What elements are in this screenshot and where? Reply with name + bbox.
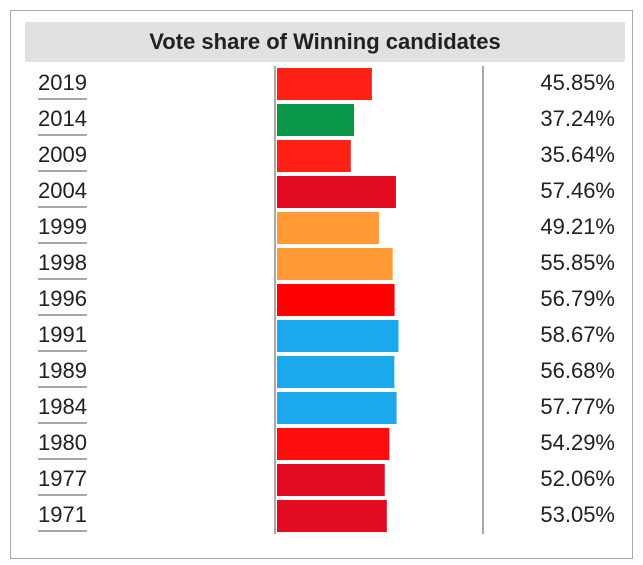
value-label: 55.85% bbox=[540, 250, 615, 275]
bar bbox=[277, 500, 387, 532]
bar bbox=[277, 104, 355, 136]
year-label: 1996 bbox=[38, 286, 87, 311]
year-label: 1977 bbox=[38, 466, 87, 491]
value-label: 52.06% bbox=[540, 466, 615, 491]
year-label: 1999 bbox=[38, 214, 87, 239]
value-label: 56.68% bbox=[540, 358, 615, 383]
bar bbox=[277, 140, 351, 172]
bar bbox=[277, 356, 395, 388]
bar bbox=[277, 176, 396, 208]
chart-title: Vote share of Winning candidates bbox=[149, 29, 500, 54]
value-label: 37.24% bbox=[540, 106, 615, 131]
value-label: 54.29% bbox=[540, 430, 615, 455]
year-label: 2009 bbox=[38, 142, 87, 167]
year-label: 1984 bbox=[38, 394, 87, 419]
value-label: 45.85% bbox=[540, 70, 615, 95]
bar bbox=[277, 428, 390, 460]
year-label: 2004 bbox=[38, 178, 87, 203]
bar bbox=[277, 284, 395, 316]
year-label: 1998 bbox=[38, 250, 87, 275]
year-label: 2014 bbox=[38, 106, 87, 131]
year-label: 1971 bbox=[38, 502, 87, 527]
value-label: 53.05% bbox=[540, 502, 615, 527]
year-label: 1980 bbox=[38, 430, 87, 455]
title-bar bbox=[25, 22, 625, 62]
bar bbox=[277, 464, 385, 496]
bar bbox=[277, 248, 393, 280]
bar bbox=[277, 320, 399, 352]
value-label: 56.79% bbox=[540, 286, 615, 311]
year-label: 2019 bbox=[38, 70, 87, 95]
year-label: 1991 bbox=[38, 322, 87, 347]
value-label: 57.77% bbox=[540, 394, 615, 419]
value-label: 35.64% bbox=[540, 142, 615, 167]
value-label: 58.67% bbox=[540, 322, 615, 347]
bar bbox=[277, 392, 397, 424]
bar bbox=[277, 68, 372, 100]
value-label: 49.21% bbox=[540, 214, 615, 239]
value-label: 57.46% bbox=[540, 178, 615, 203]
bar bbox=[277, 212, 379, 244]
year-label: 1989 bbox=[38, 358, 87, 383]
